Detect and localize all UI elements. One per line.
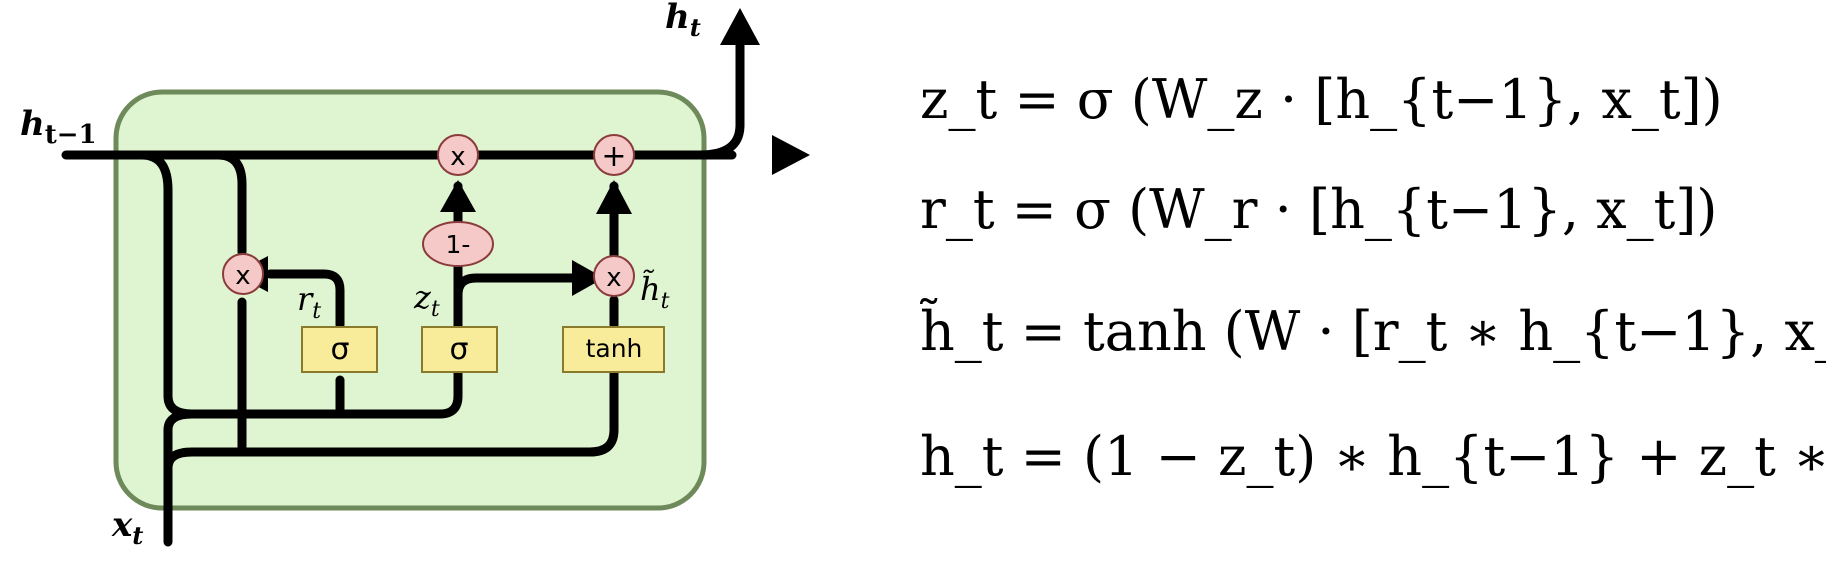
label-h-tilde: h̃t	[640, 270, 670, 314]
top-multiply-symbol: x	[450, 142, 465, 172]
plus-symbol: +	[601, 139, 626, 174]
candidate-multiply-symbol: x	[606, 263, 621, 293]
candidate-gate: tanh	[562, 326, 665, 373]
equation-candidate: h̃_t = tanh (W · [r_t ∗ h_{t−1}, x_t])	[919, 297, 1826, 363]
arrow-update-right	[572, 260, 604, 296]
one-minus-symbol: 1-	[446, 230, 471, 259]
update-gate-label: σ	[449, 332, 468, 367]
top-multiply-op: x	[437, 134, 479, 176]
candidate-multiply-op: x	[593, 255, 635, 297]
equations: z_t = σ (W_z · [h_{t−1}, x_t]) r_t = σ (…	[919, 68, 1826, 488]
equation-output: h_t = (1 − z_t) ∗ h_{t−1} + z_t ∗ h̃_t	[920, 422, 1826, 488]
reset-multiply-op: x	[222, 253, 264, 295]
update-gate: σ	[421, 326, 498, 373]
gru-cell-diagram: σ σ tanh x x + x 1-	[20, 0, 810, 550]
reset-gate: σ	[301, 326, 378, 373]
arrow-to-top-mult	[440, 180, 476, 212]
label-h-out: ht	[665, 0, 701, 42]
equation-update-gate: z_t = σ (W_z · [h_{t−1}, x_t])	[920, 68, 1723, 131]
arrow-output-up	[720, 8, 760, 45]
plus-op: +	[593, 134, 635, 176]
label-h-prev: ht−1	[20, 104, 97, 150]
label-z-t: zt	[413, 278, 440, 322]
candidate-gate-label: tanh	[586, 334, 643, 363]
label-x-in: xt	[111, 505, 143, 550]
reset-multiply-symbol: x	[235, 261, 250, 291]
wires	[61, 30, 745, 547]
equation-reset-gate: r_t = σ (W_r · [h_{t−1}, x_t])	[920, 178, 1717, 241]
label-r-t: rt	[297, 280, 321, 324]
arrow-output-right	[772, 135, 810, 175]
arrow-to-plus	[596, 180, 632, 214]
cell-box	[113, 89, 707, 511]
reset-gate-label: σ	[330, 332, 349, 367]
one-minus-op: 1-	[422, 221, 494, 267]
